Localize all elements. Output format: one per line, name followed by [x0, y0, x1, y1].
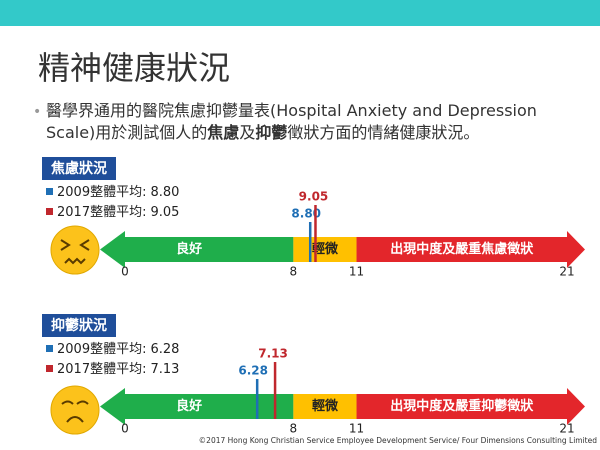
- segment-label: 出現中度及嚴重焦慮徵狀: [390, 241, 534, 257]
- footer: ©2017 Hong Kong Christian Service Employ…: [199, 436, 598, 445]
- bullet-part: 及: [239, 123, 255, 142]
- bullet-part: 焦慮: [206, 123, 239, 142]
- top-bar: [0, 0, 600, 26]
- tick-label: 8: [290, 422, 298, 436]
- tick-label: 8: [290, 265, 298, 279]
- bullet-part: Scale)用於測試個人的: [46, 123, 207, 142]
- tick-label: 11: [349, 422, 364, 436]
- legend-name: 2017整體平均:: [57, 362, 146, 377]
- legend-swatch: [46, 208, 53, 215]
- legend-text: 2017整體平均: 7.13: [57, 362, 179, 377]
- segment-label: 輕微: [312, 241, 339, 257]
- panel-label: 抑鬱狀況: [51, 317, 107, 334]
- legend-text: 2009整體平均: 8.80: [57, 185, 179, 200]
- arrow-head-right: [567, 231, 585, 268]
- scale-segment: [293, 237, 357, 262]
- face-feature: [60, 239, 90, 265]
- face-feature: [61, 400, 89, 423]
- score-label: 6.28: [238, 364, 268, 378]
- legend-value: 7.13: [150, 362, 179, 377]
- scale-segment: [293, 394, 357, 419]
- face-icon: [50, 385, 100, 435]
- segment-label: 輕微: [312, 398, 339, 414]
- score-label: 7.13: [258, 347, 288, 361]
- legend-name: 2017整體平均:: [57, 205, 146, 220]
- scale-segment: [356, 237, 567, 262]
- legend-name: 2009整體平均:: [57, 342, 146, 357]
- bullet-dot: •: [33, 104, 41, 120]
- legend-value: 6.28: [150, 342, 179, 357]
- panel-label-box: [42, 314, 116, 337]
- legend-text: 2017整體平均: 9.05: [57, 205, 179, 220]
- legend-swatch: [46, 365, 53, 372]
- panel-label: 焦慮狀況: [50, 160, 107, 177]
- bullet-part: 醫學界通用的醫院焦慮抑鬱量表(Hospital Anxiety and Depr…: [46, 101, 537, 120]
- legend-text: 2009整體平均: 6.28: [57, 342, 179, 357]
- tick-label: 21: [559, 265, 574, 279]
- arrow-head-right: [567, 388, 585, 425]
- legend-swatch: [46, 188, 53, 195]
- legend-swatch: [46, 345, 53, 352]
- scale-segment: [356, 394, 567, 419]
- scale-segment: [125, 394, 294, 419]
- arrow-head-left: [100, 231, 125, 268]
- arrow-head-left: [100, 388, 125, 425]
- bullet-part: 徵狀方面的情緒健康狀況。: [287, 123, 479, 142]
- legend-value: 8.80: [150, 185, 179, 200]
- bullet-text: 醫學界通用的醫院焦慮抑鬱量表(Hospital Anxiety and Depr…: [46, 101, 537, 120]
- tick-label: 11: [349, 265, 364, 279]
- segment-label: 良好: [176, 398, 202, 414]
- scale-segment: [125, 237, 294, 262]
- legend-value: 9.05: [150, 205, 179, 220]
- panel-label-box: [42, 157, 116, 180]
- bullet-part: 抑鬱: [255, 123, 287, 142]
- tick-label: 0: [121, 422, 129, 436]
- legend-name: 2009整體平均:: [57, 185, 146, 200]
- face-icon: [50, 225, 100, 275]
- title: 精神健康狀況: [38, 49, 230, 87]
- tick-label: 0: [121, 265, 129, 279]
- score-label: 8.80: [291, 207, 321, 221]
- segment-label: 出現中度及嚴重抑鬱徵狀: [390, 398, 534, 414]
- bullet-text: Scale)用於測試個人的焦慮及抑鬱徵狀方面的情緒健康狀況。: [46, 123, 479, 142]
- score-label: 9.05: [299, 190, 329, 204]
- segment-label: 良好: [176, 241, 202, 257]
- tick-label: 21: [559, 422, 574, 436]
